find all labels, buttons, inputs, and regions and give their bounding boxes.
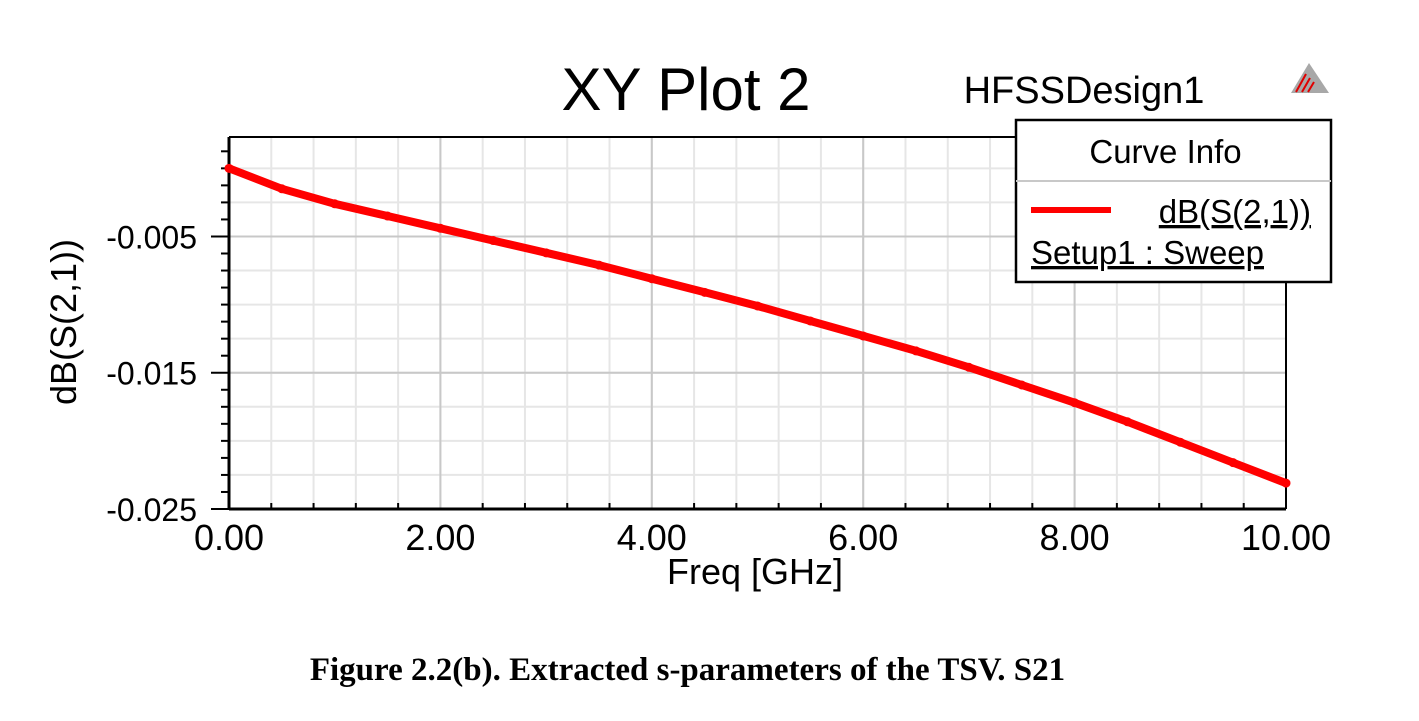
x-tick-label: 4.00 — [617, 517, 687, 558]
data-point — [964, 362, 974, 372]
x-tick-label: 8.00 — [1040, 517, 1110, 558]
chart-title: XY Plot 2 — [561, 56, 810, 123]
legend-entry-subtitle: Setup1 : Sweep — [1031, 234, 1264, 271]
design-name: HFSSDesign1 — [964, 70, 1205, 112]
data-point — [541, 248, 551, 258]
data-point — [435, 223, 445, 233]
x-axis-label: Freq [GHz] — [667, 551, 843, 592]
y-axis-label: dB(S(2,1)) — [43, 239, 84, 405]
data-point — [594, 260, 604, 270]
legend-entry-name: dB(S(2,1)) — [1159, 193, 1311, 230]
data-point — [911, 346, 921, 356]
data-point — [1017, 380, 1027, 390]
data-point — [1281, 478, 1291, 488]
data-point — [383, 211, 393, 221]
x-tick-label: 6.00 — [828, 517, 898, 558]
ansoft-logo-stripe — [1295, 73, 1307, 93]
figure-caption: Figure 2.2(b). Extracted s-parameters of… — [309, 652, 1066, 688]
data-point — [1122, 417, 1132, 427]
data-point — [700, 287, 710, 297]
data-point — [277, 184, 287, 194]
data-point — [1070, 398, 1080, 408]
x-tick-label: 2.00 — [405, 517, 475, 558]
x-tick-label: 10.00 — [1241, 517, 1331, 558]
data-point — [858, 331, 868, 341]
data-point — [647, 274, 657, 284]
y-tick-label: -0.005 — [106, 219, 197, 255]
y-tick-label: -0.025 — [106, 492, 197, 528]
y-tick-label: -0.015 — [106, 356, 197, 392]
ansoft-logo-stripe — [1307, 81, 1315, 93]
data-point — [753, 301, 762, 311]
chart-figure: 0.00 2.00 4.00 6.00 8.00 10.00 -0.005 -0.015 -0.… — [43, 56, 1333, 592]
data-point — [805, 316, 815, 326]
chart-svg: 0.00 2.00 4.00 6.00 8.00 10.00 -0.005 -0.015 -0.… — [43, 56, 1333, 592]
data-point — [1228, 458, 1238, 468]
legend-box — [1014, 118, 1333, 284]
data-point — [330, 199, 340, 209]
x-tick-label: 0.00 — [194, 517, 264, 558]
ansoft-logo-stripe — [1301, 77, 1311, 93]
data-point — [224, 163, 234, 173]
data-point — [1175, 437, 1185, 447]
data-point — [488, 236, 498, 246]
legend-title: Curve Info — [1089, 133, 1241, 170]
